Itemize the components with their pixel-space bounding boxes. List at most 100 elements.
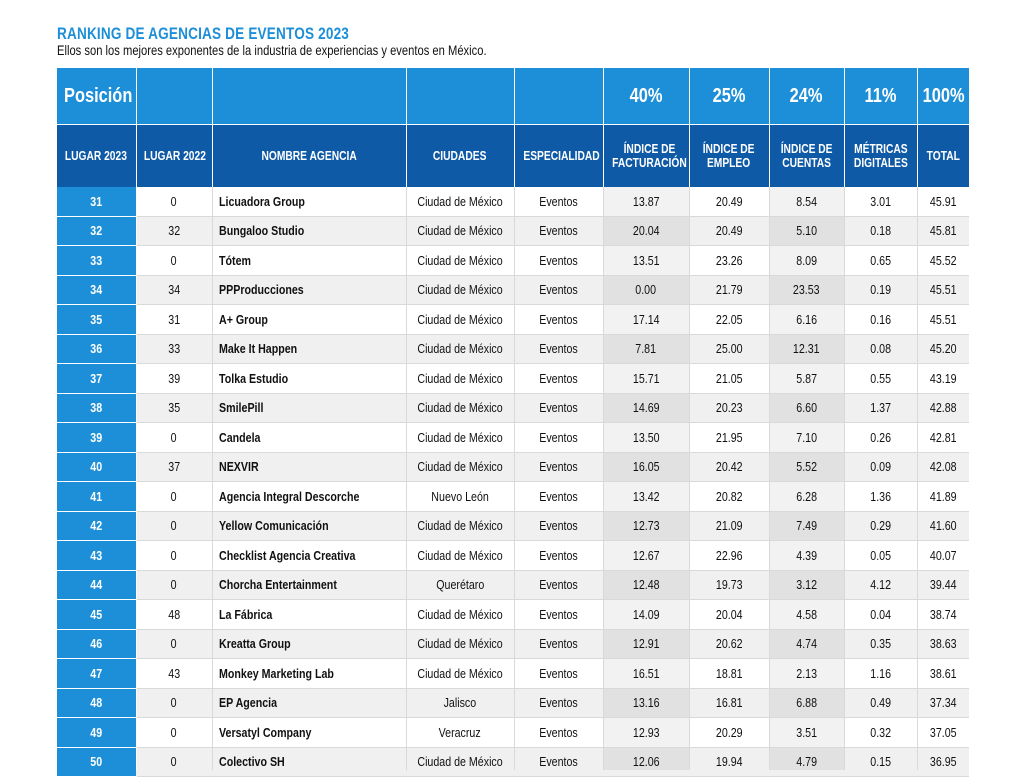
table-row: 40 37 NEXVIR Ciudad de México Eventos 16.05 20…: [57, 452, 969, 482]
cell-nombre-agencia: Agencia Integral Descorche: [212, 481, 407, 512]
cell-indice-empleo: 22.96: [689, 540, 770, 571]
cell-total: 42.08: [917, 452, 969, 482]
cell-total: 41.89: [917, 481, 969, 512]
cell-indice-cuentas: 23.53: [769, 275, 845, 305]
cell-especialidad: Eventos: [514, 688, 604, 718]
cell-ciudad: Querétaro: [406, 570, 515, 600]
cell-indice-empleo: 23.26: [689, 245, 770, 276]
cell-especialidad: Eventos: [514, 304, 604, 335]
table-row: 45 48 La Fábrica Ciudad de México Eventos 14.…: [57, 599, 969, 630]
cell-nombre-agencia: Tolka Estudio: [212, 363, 407, 394]
cell-lugar-2022: 0: [136, 187, 213, 217]
table-row: 39 0 Candela Ciudad de México Eventos 13.50 21…: [57, 422, 969, 453]
cell-total: 38.61: [917, 658, 969, 689]
cell-lugar-2023: 43: [57, 540, 137, 571]
cell-metricas-digitales: 1.16: [844, 658, 918, 689]
table-row: 44 0 Chorcha Entertainment Querétaro Eventos…: [57, 570, 969, 600]
cell-indice-cuentas: 5.87: [769, 363, 845, 394]
cell-ciudad: Ciudad de México: [406, 658, 515, 689]
cell-lugar-2022: 0: [136, 629, 213, 659]
cell-nombre-agencia: Bungaloo Studio: [212, 216, 407, 246]
cell-lugar-2023: 48: [57, 688, 137, 718]
cell-lugar-2023: 38: [57, 393, 137, 423]
cell-indice-empleo: 21.05: [689, 363, 770, 394]
cell-indice-facturacion: 13.16: [603, 688, 690, 718]
cell-lugar-2023: 46: [57, 629, 137, 659]
cell-especialidad: Eventos: [514, 481, 604, 512]
col-lugar-2022: LUGAR 2022: [136, 124, 213, 187]
cell-especialidad: Eventos: [514, 540, 604, 571]
cell-especialidad: Eventos: [514, 363, 604, 394]
cell-lugar-2022: 35: [136, 393, 213, 423]
table-row: 31 0 Licuadora Group Ciudad de México Evento…: [57, 187, 969, 217]
cell-total: 45.91: [917, 187, 969, 217]
cell-indice-facturacion: 13.51: [603, 245, 690, 276]
cell-ciudad: Ciudad de México: [406, 540, 515, 571]
weight-empleo: 25%: [689, 68, 770, 125]
cell-ciudad: Ciudad de México: [406, 275, 515, 305]
cell-metricas-digitales: 0.08: [844, 334, 918, 364]
col-indice-facturacion: ÍNDICE DE FACTURACIÓN: [603, 124, 690, 187]
cell-nombre-agencia: Candela: [212, 422, 407, 453]
weight-cuentas: 24%: [769, 68, 845, 125]
cell-ciudad: Ciudad de México: [406, 216, 515, 246]
cell-nombre-agencia: Tótem: [212, 245, 407, 276]
cell-especialidad: Eventos: [514, 334, 604, 364]
cell-indice-facturacion: 12.67: [603, 540, 690, 571]
cell-ciudad: Ciudad de México: [406, 334, 515, 364]
cell-especialidad: Eventos: [514, 570, 604, 600]
cell-indice-empleo: 22.05: [689, 304, 770, 335]
cell-total: 45.81: [917, 216, 969, 246]
table-row: 42 0 Yellow Comunicación Ciudad de México Ev…: [57, 511, 969, 541]
cell-indice-cuentas: 4.58: [769, 599, 845, 630]
col-especialidad: ESPECIALIDAD: [514, 124, 604, 187]
cell-metricas-digitales: 0.35: [844, 629, 918, 659]
cell-metricas-digitales: 0.05: [844, 540, 918, 571]
col-indice-empleo: ÍNDICE DE EMPLEO: [689, 124, 770, 187]
cell-nombre-agencia: A+ Group: [212, 304, 407, 335]
cell-nombre-agencia: EP Agencia: [212, 688, 407, 718]
cell-ciudad: Ciudad de México: [406, 452, 515, 482]
cell-indice-cuentas: 5.52: [769, 452, 845, 482]
cell-especialidad: Eventos: [514, 187, 604, 217]
cell-indice-cuentas: 7.10: [769, 422, 845, 453]
cell-total: 45.52: [917, 245, 969, 276]
cell-especialidad: Eventos: [514, 511, 604, 541]
cell-metricas-digitales: 0.18: [844, 216, 918, 246]
cell-especialidad: Eventos: [514, 599, 604, 630]
cell-lugar-2022: 43: [136, 658, 213, 689]
table-row: 32 32 Bungaloo Studio Ciudad de México Event…: [57, 216, 969, 246]
table-row: 38 35 SmilePill Ciudad de México Eventos 14.6…: [57, 393, 969, 423]
page-title: RANKING DE AGENCIAS DE EVENTOS 2023: [57, 24, 350, 43]
table-row: 48 0 EP Agencia Jalisco Eventos 13.16 16.81 6.8…: [57, 688, 969, 718]
cell-indice-facturacion: 12.73: [603, 511, 690, 541]
cell-total: 39.44: [917, 570, 969, 600]
cell-metricas-digitales: 0.65: [844, 245, 918, 276]
cell-lugar-2023: 39: [57, 422, 137, 453]
cell-indice-cuentas: 6.16: [769, 304, 845, 335]
table-row: 37 39 Tolka Estudio Ciudad de México Eventos…: [57, 363, 969, 394]
next-row-rank-cell: [57, 770, 136, 776]
cell-especialidad: Eventos: [514, 452, 604, 482]
col-ciudades: CIUDADES: [406, 124, 515, 187]
cell-ciudad: Ciudad de México: [406, 629, 515, 659]
cell-lugar-2023: 33: [57, 245, 137, 276]
weights-header-row: Posición 40% 25% 24% 11% 100%: [57, 68, 970, 125]
cell-indice-empleo: 18.81: [689, 658, 770, 689]
cell-lugar-2022: 0: [136, 422, 213, 453]
cell-especialidad: Eventos: [514, 422, 604, 453]
cell-metricas-digitales: 1.37: [844, 393, 918, 423]
cell-indice-facturacion: 13.42: [603, 481, 690, 512]
cell-lugar-2022: 48: [136, 599, 213, 630]
cell-lugar-2023: 42: [57, 511, 137, 541]
cell-lugar-2022: 32: [136, 216, 213, 246]
cell-total: 45.51: [917, 304, 969, 335]
cell-lugar-2022: 0: [136, 511, 213, 541]
weight-metricas: 11%: [844, 68, 918, 125]
cell-metricas-digitales: 0.32: [844, 717, 918, 748]
cell-especialidad: Eventos: [514, 717, 604, 748]
cell-indice-empleo: 20.82: [689, 481, 770, 512]
empty-header-cell: [514, 68, 604, 125]
cell-indice-facturacion: 16.05: [603, 452, 690, 482]
cell-lugar-2023: 34: [57, 275, 137, 305]
